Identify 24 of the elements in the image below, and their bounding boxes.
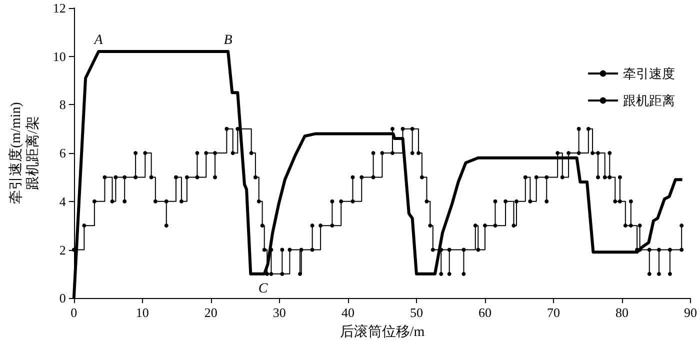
annotation: A bbox=[93, 33, 104, 48]
y-tick-label: 10 bbox=[52, 48, 66, 64]
x-axis-title: 后滚筒位移/m bbox=[340, 324, 425, 340]
x-tick-label: 50 bbox=[410, 305, 423, 320]
y-tick-label: 2 bbox=[59, 242, 66, 258]
x-tick-label: 30 bbox=[272, 305, 286, 320]
y-tick-label: 4 bbox=[59, 194, 66, 209]
x-tick-label: 10 bbox=[136, 305, 149, 320]
x-tick-label: 90 bbox=[684, 305, 697, 320]
annotation: C bbox=[258, 281, 268, 296]
x-tick-label: 40 bbox=[341, 305, 354, 320]
x-tick-label: 80 bbox=[615, 305, 628, 320]
y-tick-label: 8 bbox=[59, 97, 66, 112]
legend-label: 牵引速度 bbox=[623, 66, 675, 81]
y-axis-title: 牵引速度(m/min) 跟机距离/架 bbox=[8, 102, 41, 204]
y-tick-label: 6 bbox=[59, 146, 66, 161]
annotation: B bbox=[224, 33, 233, 48]
y-tick-label: 12 bbox=[52, 0, 66, 16]
x-tick-label: 20 bbox=[204, 305, 218, 320]
x-tick-label: 60 bbox=[478, 305, 492, 320]
y-tick-label: 0 bbox=[59, 290, 66, 306]
x-tick-label: 70 bbox=[546, 305, 560, 320]
legend-label: 跟机距离 bbox=[623, 93, 675, 108]
x-tick-label: 0 bbox=[70, 305, 78, 320]
